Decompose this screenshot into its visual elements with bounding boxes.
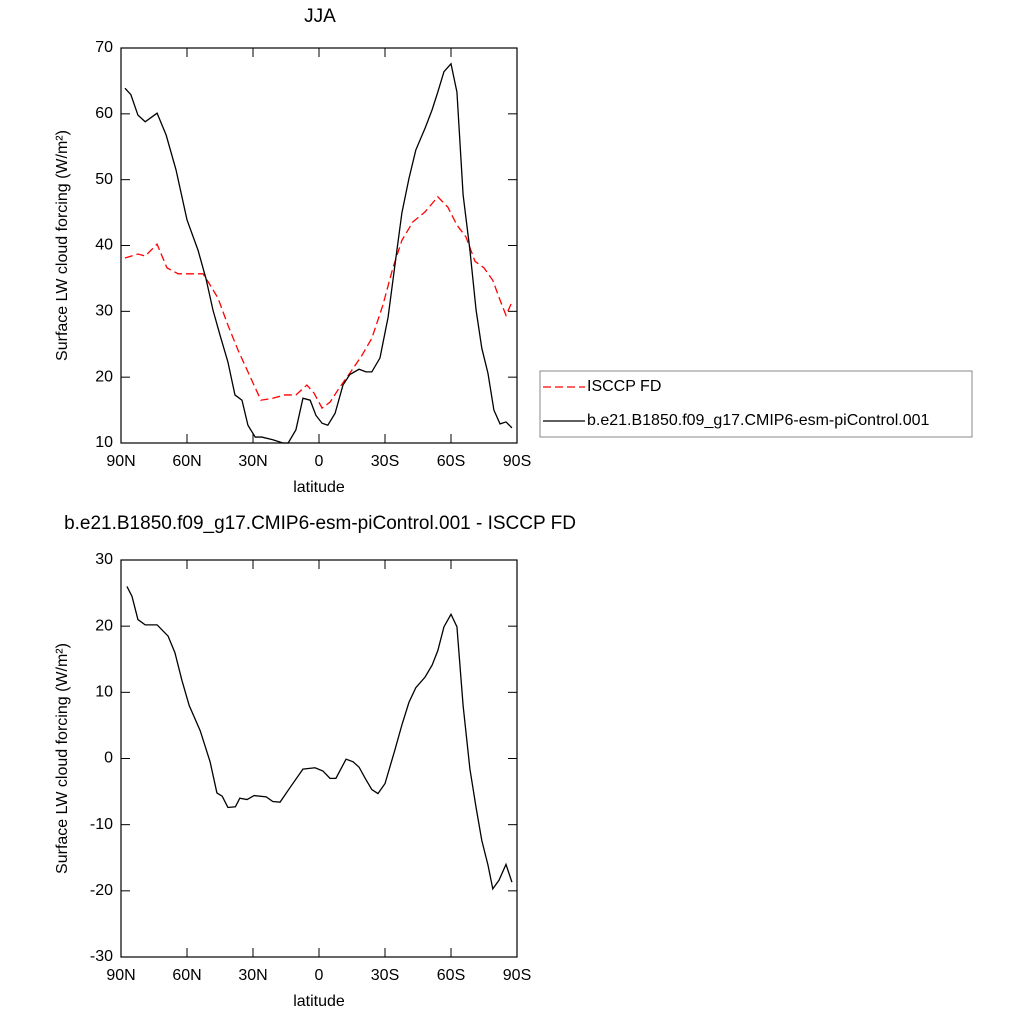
x-tick-label: 60S — [437, 967, 465, 984]
y-tick-label: 30 — [95, 303, 113, 320]
x-tick-label: 60N — [172, 967, 201, 984]
y-tick-label: 0 — [104, 750, 113, 767]
plot-frame — [120, 559, 518, 958]
y-tick-label: 10 — [95, 684, 113, 701]
x-tick-label: 60N — [172, 453, 201, 470]
chart-title: JJA — [304, 6, 336, 27]
x-tick-label: 0 — [315, 967, 324, 984]
x-tick-label: 90N — [106, 967, 135, 984]
x-tick-label: 30S — [371, 967, 399, 984]
x-tick-label: 30N — [238, 453, 267, 470]
line — [124, 195, 513, 410]
line — [126, 586, 513, 891]
y-tick-label: 40 — [95, 237, 113, 254]
legend-label: b.e21.B1850.f09_g17.CMIP6-esm-piControl.… — [587, 412, 930, 429]
x-axis-label: latitude — [293, 479, 345, 496]
x-axis-label: latitude — [293, 993, 345, 1010]
y-tick-label: -20 — [90, 882, 113, 899]
legend-box — [539, 370, 973, 438]
x-tick-label: 60S — [437, 453, 465, 470]
y-tick-label: 10 — [95, 434, 113, 451]
line — [124, 62, 513, 444]
x-tick-label: 0 — [315, 453, 324, 470]
y-tick-label: 60 — [95, 105, 113, 122]
y-axis-label: Surface LW cloud forcing (W/m²) — [54, 643, 71, 874]
x-tick-label: 90S — [503, 967, 531, 984]
chart-title: b.e21.B1850.f09_g17.CMIP6-esm-piControl.… — [64, 513, 576, 534]
y-axis-label: Surface LW cloud forcing (W/m²) — [54, 130, 71, 361]
y-tick-label: 20 — [95, 368, 113, 385]
y-tick-label: 30 — [95, 551, 113, 568]
x-tick-label: 30N — [238, 967, 267, 984]
y-tick-label: 20 — [95, 617, 113, 634]
y-tick-label: 50 — [95, 171, 113, 188]
y-tick-label: -10 — [90, 816, 113, 833]
x-tick-label: 90N — [106, 453, 135, 470]
y-tick-label: -30 — [90, 948, 113, 965]
x-tick-label: 90S — [503, 453, 531, 470]
legend-label: ISCCP FD — [587, 378, 661, 395]
y-tick-label: 70 — [95, 39, 113, 56]
x-tick-label: 30S — [371, 453, 399, 470]
